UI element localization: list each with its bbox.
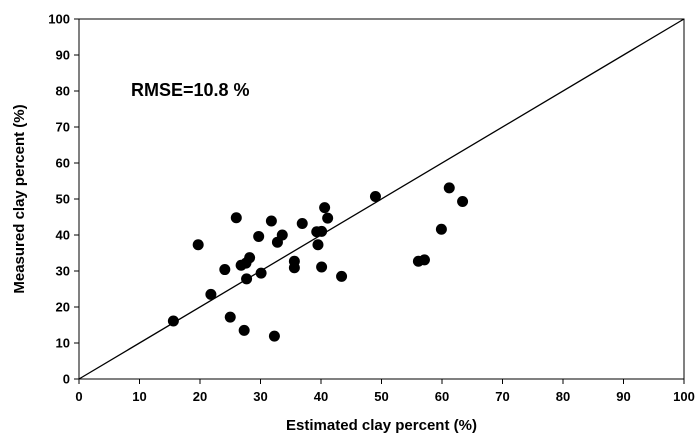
y-tick-label: 50 [56, 192, 70, 207]
data-point [205, 288, 217, 300]
data-point [255, 267, 267, 279]
x-tick-label: 0 [75, 389, 82, 404]
x-tick-label: 40 [314, 389, 328, 404]
plot-area-frame [78, 18, 685, 380]
one-to-one-line [78, 18, 685, 380]
data-point [288, 262, 300, 274]
y-axis-label: Measured clay percent (%) [11, 104, 28, 293]
y-tick-label: 90 [56, 48, 70, 63]
data-point [230, 212, 242, 224]
data-points [167, 182, 469, 342]
y-tick-label: 60 [56, 156, 70, 171]
data-point [418, 254, 430, 266]
data-point [219, 264, 231, 276]
data-point [319, 202, 331, 214]
data-point [167, 315, 179, 327]
y-tick-label: 10 [56, 336, 70, 351]
data-point [244, 252, 256, 264]
data-point [268, 330, 280, 342]
x-tick-label: 90 [616, 389, 630, 404]
y-tick-label: 80 [56, 84, 70, 99]
y-tick-label: 100 [48, 12, 70, 27]
data-point [238, 324, 250, 336]
data-point [336, 270, 348, 282]
data-point [443, 182, 455, 194]
rmse-annotation: RMSE=10.8 % [131, 80, 250, 100]
data-point [276, 229, 288, 241]
y-tick-label: 40 [56, 228, 70, 243]
data-point [316, 225, 328, 237]
y-tick-label: 20 [56, 300, 70, 315]
x-tick-label: 80 [556, 389, 570, 404]
data-point [316, 261, 328, 273]
data-point [192, 239, 204, 251]
data-point [369, 190, 381, 202]
data-point [265, 215, 277, 227]
data-point [312, 239, 324, 251]
y-tick-label: 30 [56, 264, 70, 279]
y-tick-label: 0 [63, 372, 70, 387]
data-point [224, 311, 236, 323]
data-point [253, 230, 265, 242]
data-point [457, 196, 469, 208]
data-point [296, 217, 308, 229]
x-tick-label: 10 [132, 389, 146, 404]
y-axis-ticks: 0 10 20 30 40 50 60 70 80 90 100 [48, 12, 79, 387]
x-axis-ticks: 0 10 20 30 40 50 60 70 80 90 100 [75, 379, 695, 404]
data-point [435, 223, 447, 235]
y-tick-label: 70 [56, 120, 70, 135]
x-tick-label: 70 [495, 389, 509, 404]
x-tick-label: 30 [253, 389, 267, 404]
data-point [322, 212, 334, 224]
x-tick-label: 20 [193, 389, 207, 404]
x-axis-label: Estimated clay percent (%) [286, 417, 477, 434]
data-point [241, 273, 253, 285]
x-tick-label: 100 [673, 389, 695, 404]
x-tick-label: 50 [374, 389, 388, 404]
x-tick-label: 60 [435, 389, 449, 404]
